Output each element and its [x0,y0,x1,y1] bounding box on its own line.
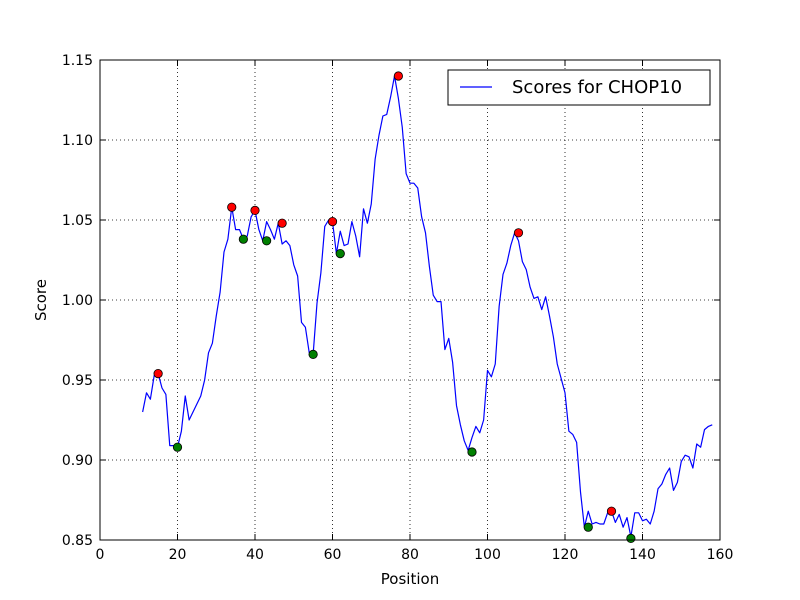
minimum-point [308,349,318,359]
maximum-point [277,218,287,228]
maximum-point [606,506,617,516]
maximum-point [153,368,163,379]
markers-layer [153,71,636,544]
y-tick-label: 1.05 [62,213,93,229]
y-tick-label: 1.00 [62,293,93,309]
y-axis-label: Score [32,279,50,321]
legend: Scores for CHOP10 [447,69,711,106]
minimum-point [172,442,183,452]
minimum-point [335,249,345,259]
x-tick-label: 140 [629,547,656,563]
x-tick-label: 60 [324,547,342,563]
maximum-point [227,202,237,212]
legend-label: Scores for CHOP10 [512,77,682,98]
x-tick-label: 40 [246,547,264,563]
minimum-point [467,447,477,457]
maximum-point [327,217,338,227]
minimum-point [262,236,272,246]
x-axis-label: Position [381,570,439,588]
x-tick-label: 20 [169,547,187,563]
minimum-point [626,533,636,544]
x-tick-label: 0 [96,547,105,563]
y-tick-label: 1.15 [62,53,93,69]
minimum-point [238,234,248,244]
maximum-point [393,71,403,81]
y-tick-label: 0.90 [62,453,93,469]
series-layer [142,75,713,538]
x-tick-label: 160 [707,547,734,563]
y-tick-label: 1.10 [62,133,93,149]
y-tick-label: 0.95 [62,373,93,389]
x-tick-label: 100 [474,547,501,563]
x-tick-label: 80 [401,547,419,563]
maximum-point [250,205,260,215]
maximum-point [513,228,524,238]
series-line [142,75,713,538]
ticks: 0 20 40 60 80 100 120 140 160 0.85 0.90 0.95 1.00 1.0… [62,53,734,563]
x-tick-label: 120 [552,547,579,563]
y-tick-label: 0.85 [62,533,93,549]
minimum-point [583,522,593,532]
grid [100,60,720,540]
